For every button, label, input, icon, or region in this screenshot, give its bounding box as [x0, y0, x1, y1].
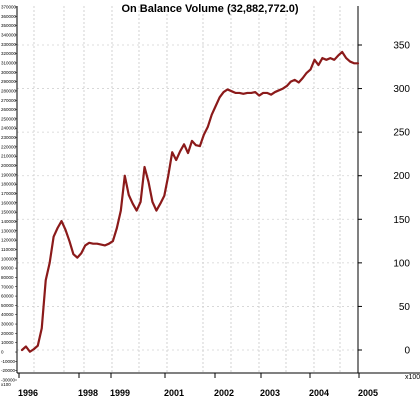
y-tick-label-left: 130000	[1, 228, 17, 233]
y-tick-label-left: 310000	[1, 60, 17, 65]
y-tick-label-left: 60000	[1, 294, 14, 299]
y-tick-label-right: 350	[393, 41, 410, 52]
series-line-obv	[20, 50, 360, 353]
y-tick-label-left: 250000	[1, 116, 17, 121]
y-tick-label-left: 290000	[1, 79, 17, 84]
x-tick-label: 1999	[110, 388, 130, 398]
y-tick-label-right: 50	[399, 302, 411, 313]
y-tick-label-left: 210000	[1, 154, 17, 159]
y-ticks-right: 0 50 100 150 200 250 300 350	[393, 41, 410, 357]
y-tick-label-left: 70000	[1, 284, 14, 289]
x-tick-label: 1998	[78, 388, 98, 398]
y-tick-label-left: 20000	[1, 331, 14, 336]
y-tick-label-left: -20000	[1, 368, 16, 373]
grid-lines	[17, 6, 358, 373]
y-tick-label-right: 300	[393, 84, 410, 95]
y-tick-label-left: 350000	[1, 23, 17, 28]
y-unit-left-label: x100	[1, 382, 11, 387]
y-tick-label-left: 240000	[1, 126, 17, 131]
series-group	[20, 50, 360, 353]
y-tick-label-left: 0	[1, 350, 4, 355]
x-tick-label: 2003	[260, 388, 280, 398]
x-tick-label: 2001	[164, 388, 184, 398]
y-tick-label-left: 260000	[1, 107, 17, 112]
y-tick-label-left: -10000	[1, 359, 16, 364]
y-tick-label-left: -30000	[1, 378, 16, 383]
y-tick-label-right: 0	[404, 346, 410, 357]
y-tick-label-left: 300000	[1, 70, 17, 75]
unit-label: x100	[405, 374, 420, 381]
y-tick-label-left: 90000	[1, 266, 14, 271]
y-tick-label-left: 220000	[1, 144, 17, 149]
y-tick-label-right: 100	[393, 258, 410, 269]
y-tick-label-left: 320000	[1, 51, 17, 56]
x-tick-label: 1996	[18, 388, 38, 398]
y-tick-label-left: 230000	[1, 135, 17, 140]
x-tick-label: 2004	[309, 388, 329, 398]
y-tick-label-left: 190000	[1, 172, 17, 177]
y-tick-label-left: 370000	[1, 5, 17, 10]
axes	[15, 6, 420, 381]
y-tick-label-right: 250	[393, 128, 410, 139]
y-tick-label-left: 200000	[1, 163, 17, 168]
y-tick-label-left: 360000	[1, 14, 17, 19]
y-tick-label-left: 170000	[1, 191, 17, 196]
y-tick-label-left: 150000	[1, 210, 17, 215]
y-tick-label-left: 100000	[1, 256, 17, 261]
y-tick-label-left: 80000	[1, 275, 14, 280]
y-tick-label-left: 340000	[1, 32, 17, 37]
x-tick-label: 2002	[214, 388, 234, 398]
y-tick-label-left: 330000	[1, 42, 17, 47]
y-tick-label-left: 40000	[1, 312, 14, 317]
y-tick-label-left: 50000	[1, 303, 14, 308]
y-tick-label-left: 30000	[1, 322, 14, 327]
x-ticks: 1996 1998 1999 2001 2002 2003 2004 2005	[18, 388, 378, 398]
y-tick-label-left: 140000	[1, 219, 17, 224]
x-tick-label: 2005	[358, 388, 378, 398]
y-tick-label-right: 150	[393, 215, 410, 226]
y-ticks-left: 370000 360000 350000 340000 330000 320000 3100…	[1, 5, 17, 383]
y-tick-label-left: 120000	[1, 238, 17, 243]
y-tick-label-left: 10000	[1, 340, 14, 345]
y-tick-label-right: 200	[393, 171, 410, 182]
y-tick-label-left: 280000	[1, 88, 17, 93]
y-tick-label-left: 180000	[1, 182, 17, 187]
y-tick-label-left: 110000	[1, 247, 16, 252]
y-tick-label-left: 270000	[1, 98, 17, 103]
chart-title: On Balance Volume (32,882,772.0)	[121, 3, 298, 15]
y-tick-label-left: 160000	[1, 200, 17, 205]
